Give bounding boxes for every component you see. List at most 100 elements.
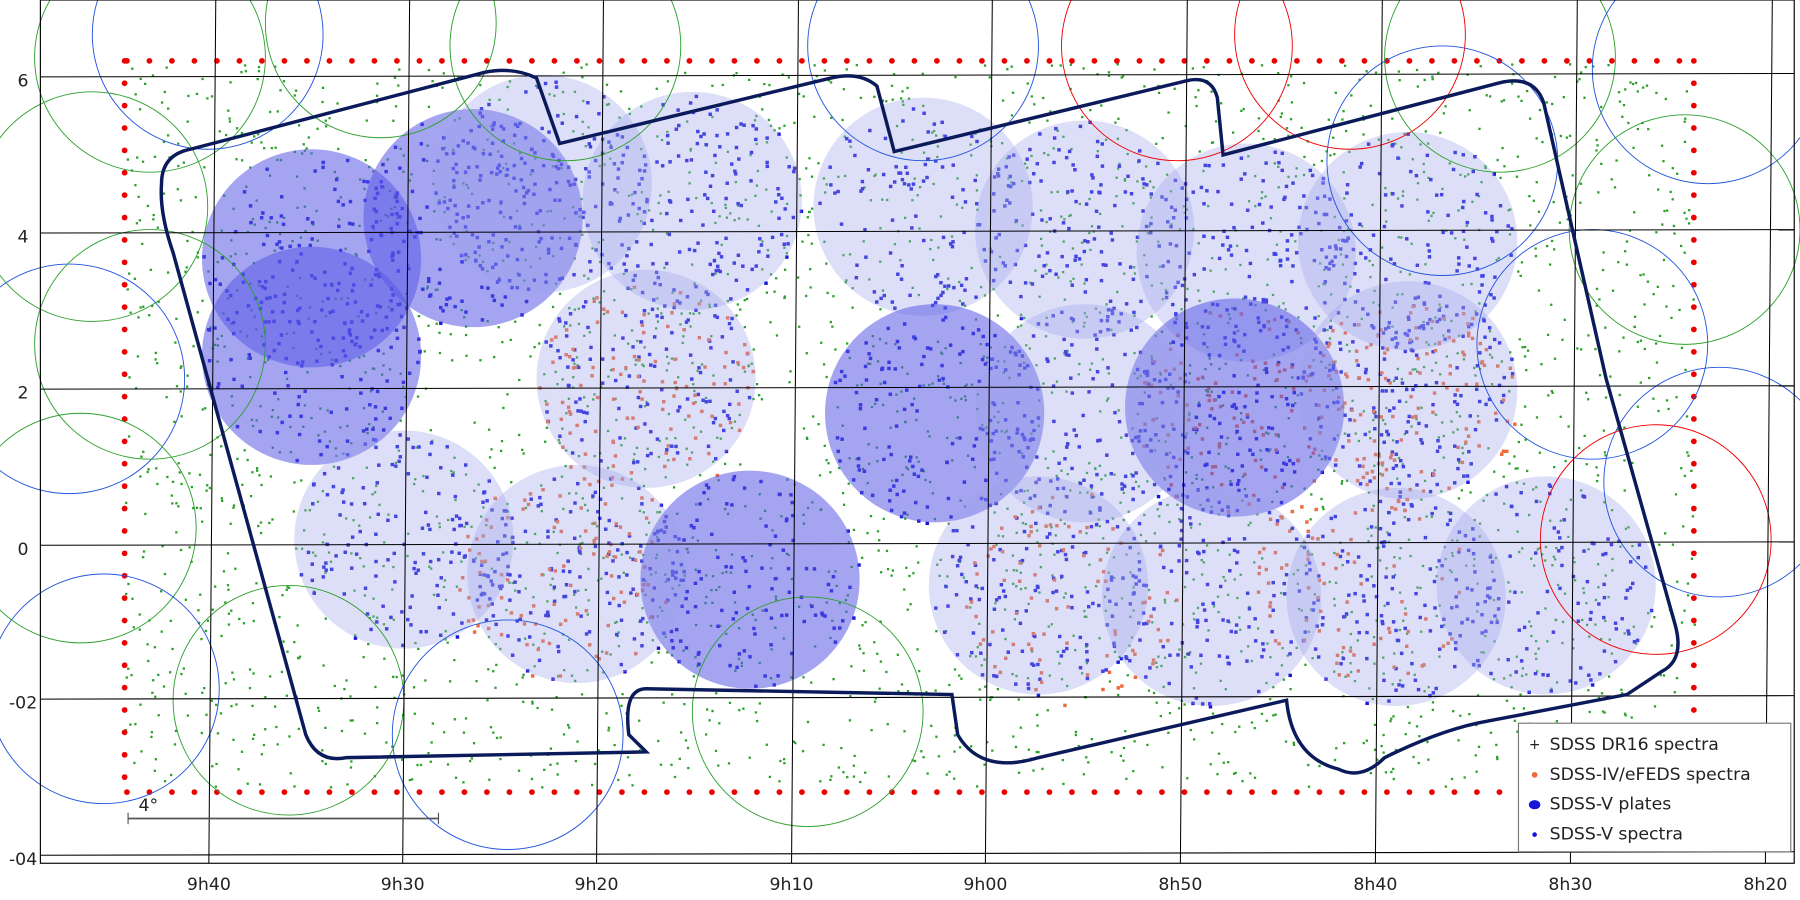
dr16-point <box>1012 568 1015 572</box>
sdssv-point <box>911 107 916 111</box>
dr16-point <box>1588 635 1591 638</box>
sdssv-point <box>677 123 681 128</box>
dr16-point <box>1419 630 1423 633</box>
dr16-point <box>755 383 759 386</box>
dr16-point <box>1343 64 1347 67</box>
dr16-point <box>1495 743 1498 747</box>
sdssv-point <box>685 158 689 163</box>
sdssv-point <box>1461 153 1466 157</box>
dr16-point <box>1484 634 1487 638</box>
sdssv-point <box>496 557 501 561</box>
dr16-point <box>215 762 218 766</box>
dr16-point <box>750 362 753 365</box>
sdssv-point <box>1471 527 1475 531</box>
dr16-point <box>151 74 155 77</box>
dr16-point <box>1335 747 1338 750</box>
sdssv-point <box>1093 333 1097 337</box>
dr16-point <box>293 481 296 484</box>
dr16-point <box>490 567 494 570</box>
sdssv-point <box>721 428 726 433</box>
dr16-point <box>150 731 154 734</box>
dr16-point <box>188 472 191 475</box>
dr16-point <box>412 686 416 689</box>
sdssv-point <box>1442 617 1446 621</box>
dr16-point <box>695 196 698 200</box>
sdssv-point <box>479 563 484 567</box>
dr16-point <box>1586 398 1590 401</box>
sdssv-point <box>596 510 600 514</box>
sdssv-point <box>1040 218 1044 222</box>
dr16-point <box>1397 236 1400 239</box>
sdssv-point <box>457 551 461 556</box>
dr16-point <box>1050 391 1054 394</box>
dr16-point <box>201 520 204 523</box>
dr16-point <box>443 579 447 582</box>
sdssv-point <box>1310 173 1315 178</box>
dr16-point <box>630 288 633 291</box>
sdssv-point <box>715 133 719 138</box>
dr16-point <box>1509 351 1512 354</box>
sdssv-point <box>1297 225 1301 230</box>
sdssv-point <box>975 202 979 206</box>
sdssv-point <box>1475 267 1480 271</box>
dr16-point <box>802 676 805 679</box>
dr16-point <box>736 303 739 306</box>
sdssv-point <box>1264 300 1269 304</box>
dr16-point <box>499 647 502 651</box>
dr16-point <box>1362 133 1365 136</box>
dr16-point <box>1460 489 1464 492</box>
sdssv-point <box>749 179 753 183</box>
dr16-point <box>1214 120 1218 123</box>
dr16-point <box>585 63 588 66</box>
dr16-point <box>1313 593 1317 596</box>
sdssv-point <box>1045 535 1049 539</box>
dr16-point <box>1348 150 1351 154</box>
dr16-point <box>195 92 199 96</box>
dr16-point <box>1083 609 1086 613</box>
dr16-point <box>628 112 632 116</box>
dr16-point <box>1476 610 1479 613</box>
dr16-point <box>1122 491 1125 495</box>
dr16-point <box>1384 422 1387 426</box>
sdssv-point <box>1171 302 1175 307</box>
dr16-point <box>1205 544 1209 547</box>
sdssv-point <box>616 176 620 180</box>
dr16-point <box>1046 119 1049 122</box>
dr16-point <box>1296 582 1299 586</box>
dr16-point <box>1044 457 1047 460</box>
sdssv-point <box>1291 264 1295 268</box>
dr16-point <box>141 556 145 559</box>
sdssv-point <box>703 193 707 197</box>
dr16-point <box>1272 685 1275 689</box>
sdssv-point <box>1134 471 1138 475</box>
dr16-point <box>1199 662 1203 665</box>
sdssv-point <box>979 651 983 655</box>
dr16-point <box>317 706 320 709</box>
dr16-point <box>1662 160 1665 163</box>
sdssv-point <box>1128 265 1133 269</box>
sdssv-point <box>299 573 304 577</box>
dr16-point <box>169 773 173 777</box>
sdssv-point <box>925 521 929 526</box>
dr16-point <box>429 429 433 432</box>
dr16-point <box>550 708 554 711</box>
sdssv-point <box>734 145 739 150</box>
dr16-point <box>1088 231 1091 235</box>
sdssv-point <box>1328 261 1332 266</box>
dr16-point <box>843 135 846 138</box>
sdssv-point <box>425 475 429 479</box>
dr16-point <box>950 235 954 238</box>
sdssv-point <box>600 182 605 186</box>
dr16-point <box>1509 590 1512 593</box>
dr16-point <box>1077 744 1080 748</box>
dr16-point <box>829 320 832 324</box>
sdssv-point <box>1401 464 1406 469</box>
dr16-point <box>1362 410 1365 413</box>
dr16-point <box>269 675 272 678</box>
dr16-point <box>176 188 180 191</box>
dr16-point <box>796 276 800 279</box>
dr16-point <box>468 759 472 763</box>
dr16-point <box>155 467 158 470</box>
dr16-point <box>862 652 865 655</box>
dr16-point <box>1663 209 1666 213</box>
